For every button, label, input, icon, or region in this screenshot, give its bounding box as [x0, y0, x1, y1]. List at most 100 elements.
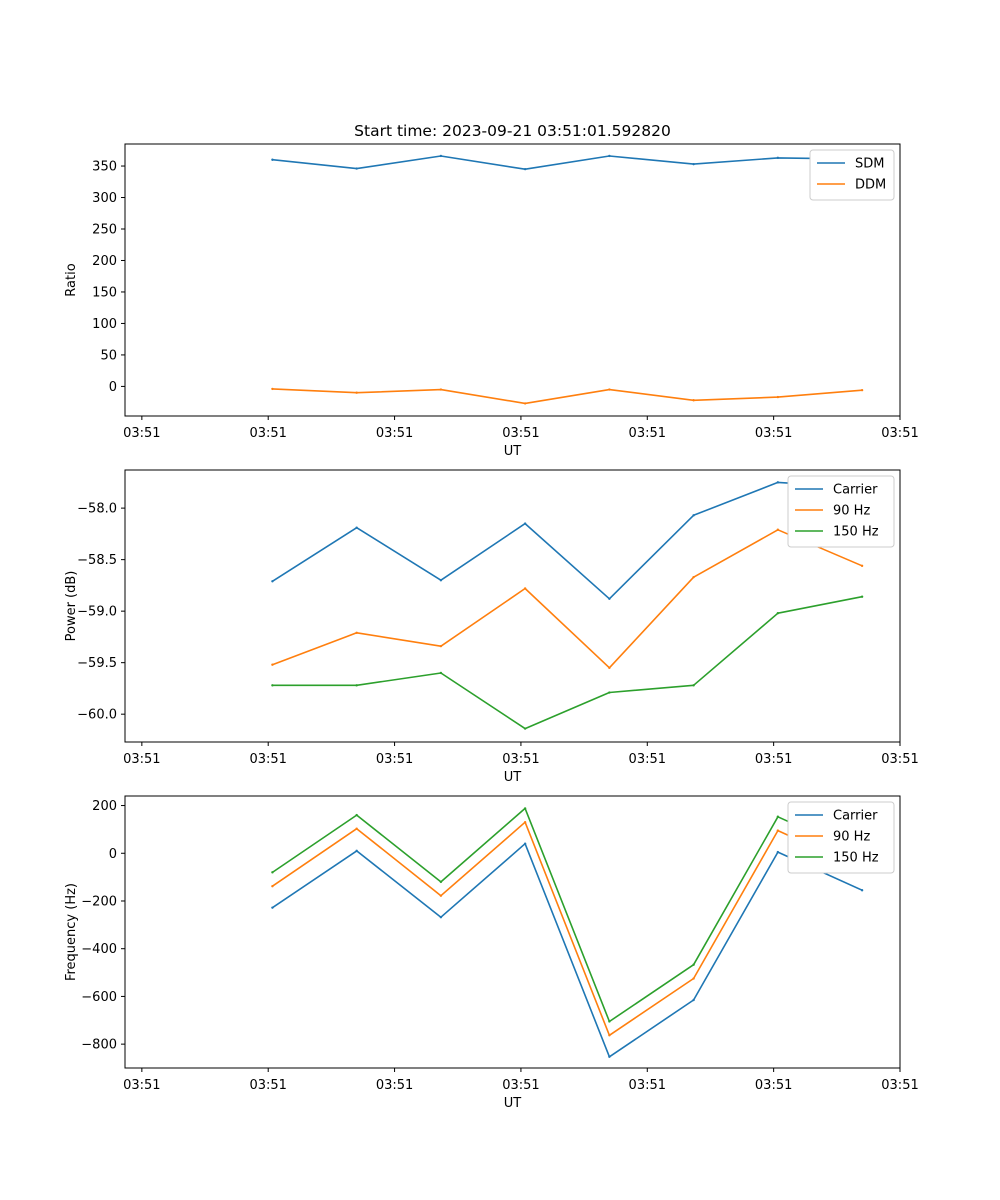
ratio-x-tick-label: 03:51: [249, 426, 286, 441]
frequency-legend-label-150-hz: 150 Hz: [833, 851, 879, 866]
frequency-panel: −800 −600 −400 −200 0 200 03:51 03:51 03:51 03:51…: [64, 795, 919, 1111]
power-x-tick-label: 03:51: [881, 752, 918, 767]
power-series-150-hz-point: [355, 684, 358, 687]
power-series-150-hz-point: [608, 691, 611, 694]
frequency-x-tick-label: 03:51: [249, 1078, 286, 1093]
power-y-tick-label: −58.0: [77, 502, 117, 517]
frequency-x-tick-label: 03:51: [502, 1078, 539, 1093]
power-y-axis-label: Power (dB): [64, 571, 79, 642]
ratio-series-sdm-point: [608, 154, 611, 158]
power-series-carrier-point: [776, 481, 780, 484]
ratio-legend-label-ddm: DDM: [855, 178, 886, 193]
power-series-carrier-point: [523, 522, 527, 525]
power-legend-label-90-hz: 90 Hz: [833, 504, 870, 519]
ratio-series-sdm-point: [692, 162, 695, 166]
frequency-series-carrier-point: [692, 998, 695, 1002]
power-series-90-hz-point: [355, 631, 358, 634]
power-x-tick-label: 03:51: [376, 752, 413, 767]
power-legend: Carrier 90 Hz 150 Hz: [787, 475, 895, 548]
frequency-series-90-hz-point: [523, 821, 527, 824]
frequency-series-carrier-point: [439, 916, 443, 919]
power-series-carrier-point: [439, 579, 443, 582]
power-series-150-hz-point: [523, 727, 527, 730]
frequency-series-carrier-point: [608, 1055, 611, 1058]
power-series-90-hz-point: [776, 528, 780, 531]
frequency-legend-label-90-hz: 90 Hz: [833, 830, 870, 845]
frequency-series-carrier-point: [271, 906, 274, 909]
ratio-y-tick-label: 200: [92, 254, 117, 269]
power-x-tick-label: 03:51: [629, 752, 666, 767]
frequency-series-150-hz-point: [776, 815, 780, 818]
ratio-series-ddm-point: [355, 391, 358, 394]
frequency-x-tick-label: 03:51: [376, 1078, 413, 1093]
frequency-y-tick-label: −600: [81, 990, 117, 1005]
ratio-series-sdm-line: [272, 155, 863, 170]
ratio-series-ddm-point: [271, 387, 274, 391]
power-series-carrier-point: [355, 526, 358, 529]
frequency-x-tick-label: 03:51: [629, 1078, 666, 1093]
ratio-series-sdm-point: [776, 156, 780, 160]
ratio-y-tick-label: 250: [92, 223, 117, 238]
ratio-series-sdm-point: [271, 158, 274, 161]
ratio-x-tick-label: 03:51: [123, 426, 160, 441]
frequency-x-axis-label: UT: [504, 1096, 522, 1111]
power-y-tick-label: −58.5: [77, 553, 117, 568]
frequency-series-150-hz-point: [608, 1020, 611, 1023]
frequency-series-90-hz-point: [439, 894, 443, 897]
power-x-tick-label: 03:51: [123, 752, 160, 767]
power-series-150-hz-line: [272, 595, 863, 730]
ratio-y-tick-label: 150: [92, 285, 117, 300]
ratio-x-tick-label: 03:51: [502, 426, 539, 441]
power-y-tick-label: −60.0: [77, 708, 117, 723]
power-series-90-hz-point: [271, 663, 274, 666]
frequency-series-90-hz-point: [692, 977, 695, 980]
power-series-carrier-point: [692, 514, 695, 517]
power-x-tick-label: 03:51: [755, 752, 792, 767]
frequency-series-150-hz-point: [355, 813, 358, 817]
ratio-y-axis-label: Ratio: [64, 263, 79, 296]
power-panel: −60.0 −59.5 −59.0 −58.5 −58.0 03:51 03:51 03:51…: [64, 469, 919, 785]
frequency-series-150-hz-point: [271, 871, 274, 874]
frequency-x-tick-label: 03:51: [123, 1078, 160, 1093]
ratio-series-ddm-point: [860, 388, 864, 392]
frequency-y-tick-label: 200: [92, 799, 117, 814]
frequency-series-150-hz-point: [692, 963, 695, 966]
ratio-series-ddm-point: [439, 388, 443, 391]
frequency-series-90-hz-point: [608, 1034, 611, 1037]
ratio-x-axis-label: UT: [504, 444, 522, 459]
ratio-series-ddm-point: [776, 395, 780, 399]
power-series-90-hz-point: [439, 644, 443, 648]
ratio-x-tick-label: 03:51: [881, 426, 918, 441]
power-x-tick-label: 03:51: [249, 752, 286, 767]
power-x-axis-label: UT: [504, 770, 522, 785]
chart-title: Start time: 2023-09-21 03:51:01.592820: [354, 122, 671, 140]
power-series-90-hz-point: [523, 587, 527, 590]
frequency-series-carrier-point: [776, 850, 780, 854]
power-y-tick-label: −59.5: [77, 656, 117, 671]
frequency-x-tick-label: 03:51: [881, 1078, 918, 1093]
frequency-series-90-hz-point: [776, 829, 780, 832]
frequency-legend: Carrier 90 Hz 150 Hz: [787, 801, 895, 874]
frequency-series-150-hz-point: [439, 880, 443, 884]
power-series-150-hz-point: [439, 671, 443, 675]
frequency-series-carrier-point: [860, 889, 864, 892]
power-series-150-hz-point: [860, 595, 864, 598]
ratio-x-tick-label: 03:51: [755, 426, 792, 441]
ratio-series-sdm-point: [439, 154, 443, 158]
frequency-legend-box: [787, 801, 895, 874]
power-series-carrier-point: [608, 597, 611, 600]
power-series-90-hz-line: [272, 528, 863, 669]
ratio-y-tick-label: 0: [109, 380, 117, 395]
power-series-90-hz-point: [860, 564, 864, 568]
ratio-series-ddm-line: [272, 388, 863, 405]
power-series-90-hz-point: [692, 575, 695, 579]
power-legend-label-carrier: Carrier: [833, 483, 878, 498]
ratio-series-sdm-point: [355, 167, 358, 170]
frequency-series-150-hz-point: [523, 807, 527, 810]
frequency-legend-label-carrier: Carrier: [833, 809, 878, 824]
power-legend-box: [787, 475, 895, 548]
ratio-series-sdm-point: [523, 167, 527, 171]
ratio-series-ddm-point: [523, 402, 527, 405]
frequency-series-90-hz-line: [271, 821, 863, 1037]
